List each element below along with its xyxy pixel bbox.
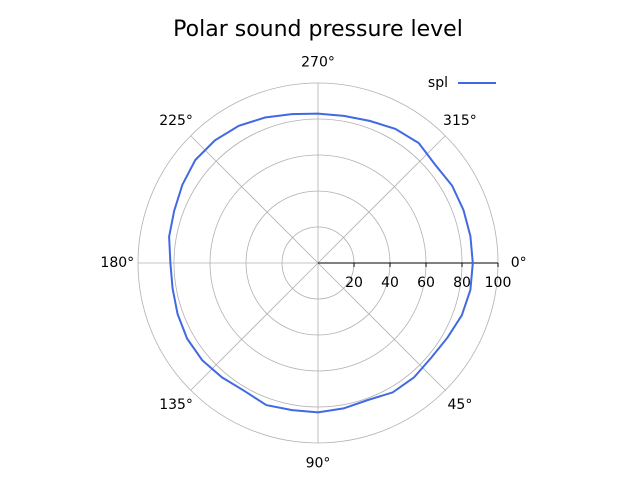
grid-spoke bbox=[190, 135, 319, 264]
r-tick-label: 60 bbox=[417, 275, 435, 291]
r-tick-label: 100 bbox=[485, 275, 512, 291]
theta-tick-label: 225° bbox=[159, 113, 193, 129]
legend-label: spl bbox=[428, 75, 448, 91]
r-tick-label: 20 bbox=[345, 275, 363, 291]
grid-spoke bbox=[317, 262, 446, 391]
theta-tick-label: 180° bbox=[100, 255, 134, 271]
grid-spoke bbox=[317, 135, 446, 264]
spl-line bbox=[168, 112, 474, 414]
theta-tick-label: 315° bbox=[443, 113, 477, 129]
chart-title: Polar sound pressure level bbox=[173, 17, 463, 42]
theta-tick-label: 270° bbox=[301, 54, 335, 70]
r-tick-label: 80 bbox=[453, 275, 471, 291]
theta-tick-label: 135° bbox=[159, 397, 193, 413]
theta-tick-label: 45° bbox=[448, 397, 473, 413]
theta-tick-label: 90° bbox=[306, 456, 331, 472]
r-tick-label: 40 bbox=[381, 275, 399, 291]
theta-tick-label: 0° bbox=[511, 255, 527, 271]
